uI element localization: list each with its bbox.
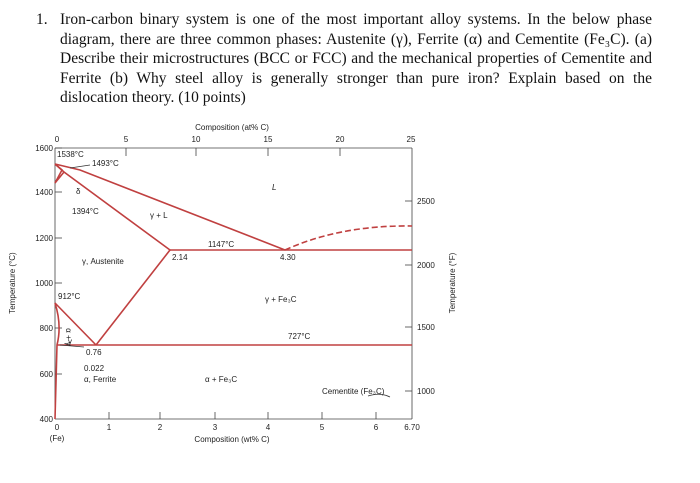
composition-label: 0.76 (86, 348, 102, 357)
phase-label: α + γ (64, 328, 73, 346)
top-tick-label: 0 (55, 135, 60, 144)
temperature-label: 1394°C (72, 207, 99, 216)
pointer-lines (59, 164, 391, 398)
right-tick-label: 1000 (417, 387, 435, 396)
phase-label: γ + Fe₃C (265, 295, 297, 304)
right-axis-title: Temperature (°F) (448, 252, 457, 313)
phase-boundaries (54, 163, 413, 420)
left-tick-label: 1400 (35, 188, 53, 197)
temperature-label: 1493°C (92, 159, 119, 168)
left-tick-label: 800 (40, 324, 54, 333)
top-tick-label: 20 (336, 135, 345, 144)
right-tick-label: 2500 (417, 197, 435, 206)
temperature-label: 912°C (58, 292, 81, 301)
tick-marks (55, 147, 412, 419)
phase-label: Cementite (Fe₃C) (322, 387, 385, 396)
phase-label: δ (76, 187, 81, 196)
phase-label: γ (68, 337, 72, 346)
phase-label: γ + L (150, 211, 168, 220)
bottom-tick-label: 6 (374, 423, 379, 432)
composition-label: 0.022 (84, 364, 105, 373)
right-tick-label: 2000 (417, 261, 435, 270)
bottom-tick-label: 0 (55, 423, 60, 432)
bottom-tick-label: 1 (107, 423, 112, 432)
top-tick-label: 10 (192, 135, 201, 144)
left-tick-label: 400 (40, 415, 54, 424)
phase-label: α + Fe₃C (205, 375, 237, 384)
temperature-label: 1538°C (57, 150, 84, 159)
phase-label: L (272, 183, 276, 192)
bottom-tick-label: 3 (213, 423, 218, 432)
left-tick-label: 1600 (35, 144, 53, 153)
left-axis-title: Temperature (°C) (8, 252, 17, 314)
question-text: Iron-carbon binary system is one of the … (60, 11, 652, 107)
bottom-tick-label: 2 (158, 423, 163, 432)
question-number: 1. (36, 11, 48, 28)
left-tick-label: 1000 (35, 279, 53, 288)
left-tick-label: 1200 (35, 234, 53, 243)
bottom-tick-label: 5 (320, 423, 325, 432)
bottom-tick-label: 6.70 (404, 423, 420, 432)
top-tick-label: 15 (264, 135, 273, 144)
temperature-label: 727°C (288, 332, 311, 341)
bottom-tick-label: 4 (266, 423, 271, 432)
phase-label: γ, Austenite (82, 257, 124, 266)
composition-label: 4.30 (280, 253, 296, 262)
left-tick-label: 600 (40, 370, 54, 379)
right-tick-label: 1500 (417, 323, 435, 332)
top-axis-title: Composition (at% C) (195, 123, 269, 132)
phase-label: α, Ferrite (84, 375, 117, 384)
temperature-label: 1147°C (208, 240, 234, 249)
top-tick-label: 5 (124, 135, 129, 144)
origin-label: (Fe) (50, 434, 65, 443)
bottom-axis-title: Composition (wt% C) (194, 435, 269, 444)
top-tick-label: 25 (407, 135, 416, 144)
composition-label: 2.14 (172, 253, 188, 262)
